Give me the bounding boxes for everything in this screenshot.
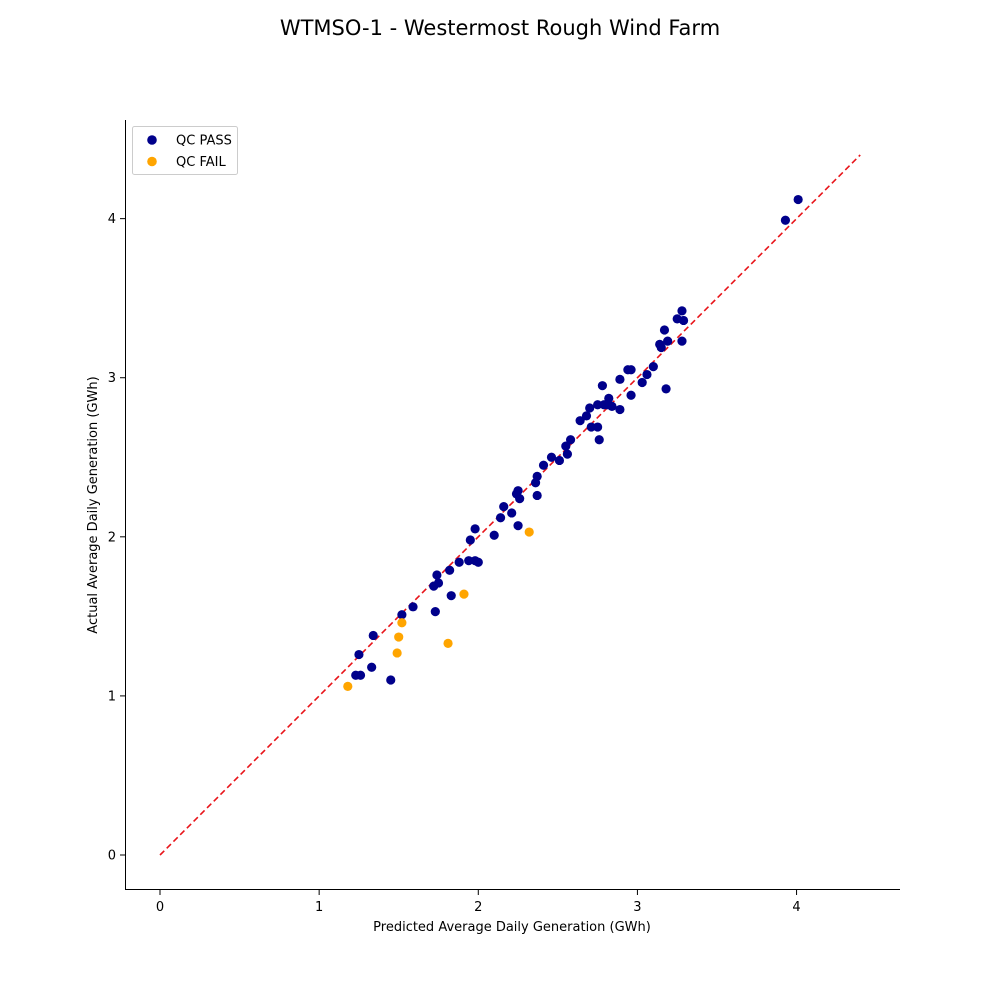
data-point-qc-pass (546, 452, 557, 462)
legend-label-qc-pass: QC PASS (176, 134, 232, 149)
data-point-qc-fail (394, 632, 404, 642)
data-point-qc-fail (524, 527, 534, 537)
legend-marker-qc-pass (147, 135, 157, 145)
y-tick-label: 3 (108, 371, 116, 386)
data-point-qc-pass (368, 630, 378, 641)
data-point-qc-pass (538, 460, 549, 470)
data-point-qc-pass (465, 535, 475, 545)
data-point-qc-pass (470, 524, 480, 534)
data-point-qc-pass (499, 501, 509, 512)
data-point-qc-pass (515, 494, 525, 504)
data-point-qc-pass (575, 416, 585, 426)
x-tick-label: 0 (156, 900, 164, 915)
data-point-qc-pass (626, 365, 636, 375)
data-point-qc-pass (615, 404, 625, 415)
data-point-qc-pass (445, 565, 455, 575)
data-point-qc-pass (581, 411, 592, 421)
data-point-qc-pass (454, 557, 464, 567)
reference-line-layer (159, 154, 861, 856)
data-point-qc-pass (532, 490, 542, 501)
data-point-qc-fail (397, 618, 407, 628)
legend-label-qc-fail: QC FAIL (176, 155, 226, 170)
x-tick-label: 3 (633, 900, 641, 915)
data-point-qc-pass (432, 570, 442, 580)
data-point-qc-pass (386, 675, 396, 685)
data-point-qc-pass (408, 602, 418, 612)
data-point-qc-fail (443, 638, 453, 649)
x-tick-label: 1 (315, 900, 323, 915)
data-point-qc-pass (495, 513, 506, 523)
data-point-qc-fail (343, 681, 353, 691)
y-axis-label: Actual Average Daily Generation (GWh) (86, 376, 101, 633)
y-tick-label: 1 (108, 689, 116, 704)
data-point-qc-pass (642, 369, 652, 380)
data-point-qc-pass (473, 557, 483, 567)
data-point-qc-pass (593, 400, 603, 410)
reference-line (159, 154, 861, 856)
data-point-qc-fail (392, 648, 402, 658)
data-point-qc-pass (562, 449, 573, 459)
data-point-qc-pass (607, 401, 617, 411)
data-point-qc-pass (599, 400, 609, 410)
data-point-qc-pass (397, 610, 407, 620)
data-point-qc-pass (637, 377, 647, 388)
chart-title: WTMSO-1 - Westermost Rough Wind Farm (280, 16, 720, 40)
data-point-qc-pass (565, 435, 576, 445)
data-point-qc-pass (446, 591, 456, 601)
data-point-qc-pass (513, 521, 523, 531)
y-tick-label: 0 (108, 849, 116, 864)
data-point-qc-pass (626, 390, 636, 400)
data-point-qc-pass (659, 325, 670, 335)
x-axis-label: Predicted Average Daily Generation (GWh) (373, 920, 651, 935)
data-point-qc-pass (489, 530, 499, 540)
data-point-qc-pass (530, 478, 541, 488)
data-point-qc-pass (554, 455, 565, 466)
x-tick-label: 4 (792, 900, 800, 915)
y-tick-label: 4 (108, 212, 116, 227)
data-point-qc-pass (648, 361, 658, 372)
plot-area (159, 154, 861, 856)
data-point-qc-pass (355, 670, 366, 680)
data-point-qc-pass (597, 381, 608, 391)
legend: QC PASS QC FAIL (132, 126, 238, 175)
data-point-qc-pass (367, 662, 377, 672)
data-point-qc-pass (586, 422, 596, 432)
y-ticks: 0 1 2 3 4 (108, 212, 125, 864)
data-point-qc-pass (677, 336, 687, 346)
x-ticks: 0 1 2 3 4 (156, 890, 801, 915)
data-point-qc-pass (663, 336, 673, 346)
data-point-qc-pass (354, 649, 364, 660)
x-tick-label: 2 (474, 900, 482, 915)
legend-marker-qc-fail (147, 156, 157, 167)
data-point-qc-pass (678, 315, 689, 326)
data-point-qc-pass (793, 194, 803, 205)
y-tick-label: 2 (108, 530, 116, 545)
legend-box (132, 126, 238, 175)
data-point-qc-pass (429, 581, 439, 591)
data-point-qc-pass (464, 556, 474, 566)
data-point-qc-pass (780, 215, 791, 225)
data-point-qc-pass (661, 384, 671, 394)
data-point-qc-pass (656, 342, 666, 353)
data-point-qc-pass (561, 441, 571, 451)
data-point-qc-pass (585, 403, 595, 413)
points-layer (343, 194, 803, 691)
data-point-qc-pass (507, 508, 517, 518)
data-point-qc-pass (593, 422, 603, 432)
data-point-qc-pass (594, 435, 604, 445)
data-point-qc-pass (677, 306, 687, 316)
data-point-qc-fail (459, 589, 469, 599)
data-point-qc-pass (615, 374, 625, 384)
data-point-qc-pass (430, 606, 440, 617)
